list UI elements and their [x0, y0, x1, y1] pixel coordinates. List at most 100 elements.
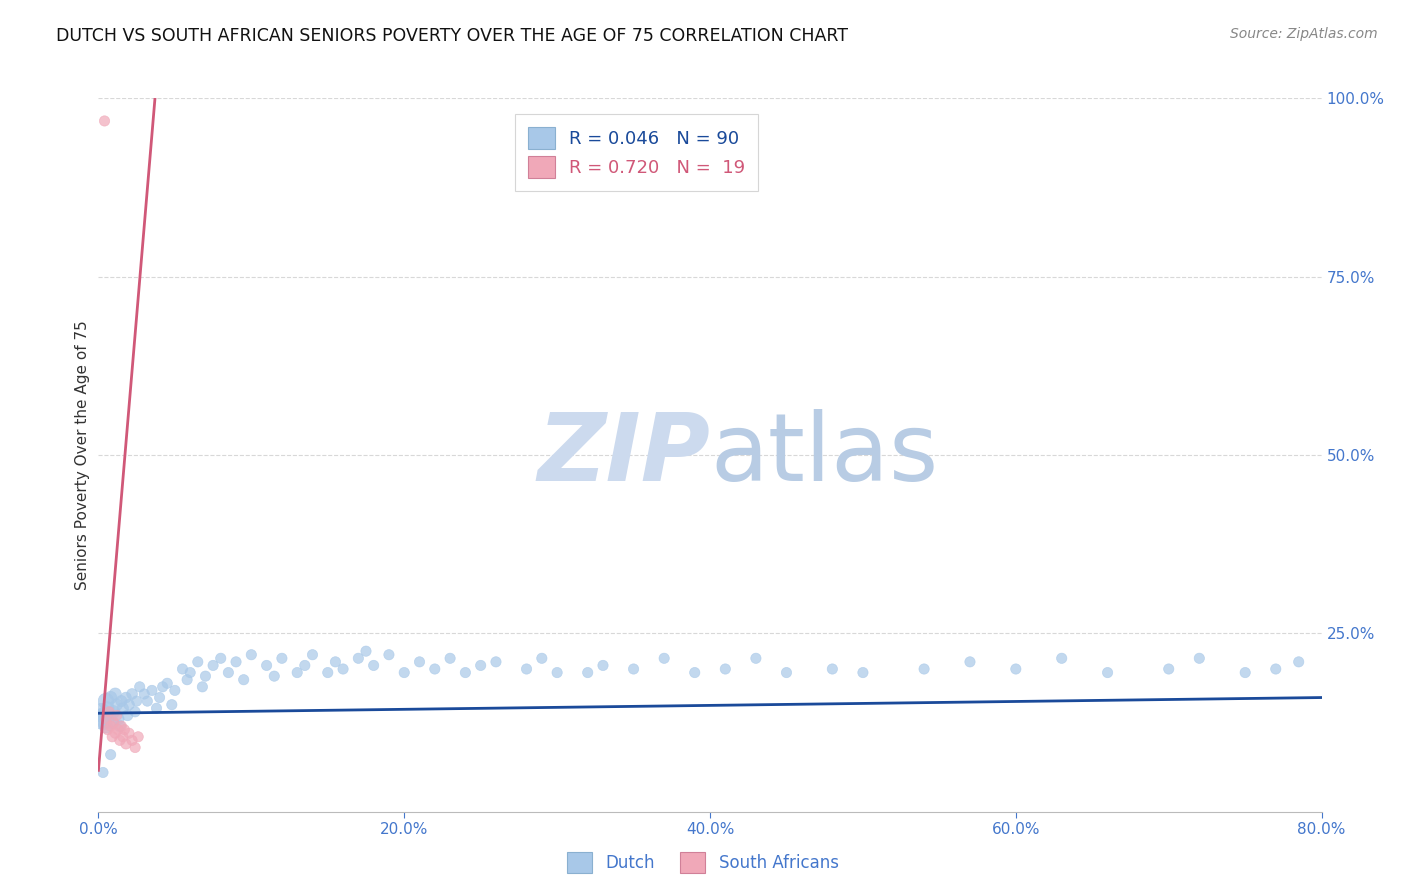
Point	[576, 665, 599, 680]
Point	[94, 719, 117, 733]
Point	[316, 665, 339, 680]
Point	[301, 648, 323, 662]
Point	[592, 658, 614, 673]
Point	[125, 694, 148, 708]
Point	[118, 698, 141, 712]
Point	[187, 655, 209, 669]
Point	[285, 665, 308, 680]
Point	[118, 726, 141, 740]
Point	[104, 726, 127, 740]
Point	[1288, 655, 1310, 669]
Point	[1050, 651, 1073, 665]
Point	[202, 658, 225, 673]
Point	[108, 719, 131, 733]
Point	[294, 658, 316, 673]
Point	[821, 662, 844, 676]
Point	[270, 651, 292, 665]
Point	[100, 690, 122, 705]
Point	[134, 687, 156, 701]
Point	[156, 676, 179, 690]
Y-axis label: Seniors Poverty Over the Age of 75: Seniors Poverty Over the Age of 75	[75, 320, 90, 590]
Point	[103, 715, 125, 730]
Point	[683, 665, 706, 680]
Point	[107, 712, 129, 726]
Point	[100, 747, 122, 762]
Point	[108, 733, 131, 747]
Point	[176, 673, 198, 687]
Point	[145, 701, 167, 715]
Point	[115, 737, 138, 751]
Point	[530, 651, 553, 665]
Point	[1157, 662, 1180, 676]
Point	[100, 719, 122, 733]
Point	[121, 687, 143, 701]
Text: DUTCH VS SOUTH AFRICAN SENIORS POVERTY OVER THE AGE OF 75 CORRELATION CHART: DUTCH VS SOUTH AFRICAN SENIORS POVERTY O…	[56, 27, 848, 45]
Point	[111, 730, 134, 744]
Legend: Dutch, South Africans: Dutch, South Africans	[561, 846, 845, 880]
Point	[124, 705, 146, 719]
Point	[97, 701, 120, 715]
Point	[652, 651, 675, 665]
Point	[516, 662, 538, 676]
Point	[101, 715, 124, 730]
Point	[1234, 665, 1257, 680]
Point	[959, 655, 981, 669]
Point	[623, 662, 645, 676]
Point	[127, 730, 149, 744]
Point	[745, 651, 768, 665]
Point	[124, 740, 146, 755]
Point	[90, 705, 112, 719]
Point	[94, 712, 117, 726]
Point	[852, 665, 875, 680]
Point	[105, 698, 128, 712]
Point	[101, 730, 124, 744]
Point	[225, 655, 247, 669]
Point	[121, 733, 143, 747]
Point	[141, 683, 163, 698]
Point	[94, 694, 117, 708]
Point	[363, 658, 385, 673]
Point	[454, 665, 477, 680]
Point	[439, 651, 461, 665]
Point	[160, 698, 183, 712]
Point	[240, 648, 263, 662]
Point	[408, 655, 430, 669]
Text: atlas: atlas	[710, 409, 938, 501]
Point	[1097, 665, 1119, 680]
Point	[232, 673, 254, 687]
Point	[332, 662, 354, 676]
Legend: R = 0.046   N = 90, R = 0.720   N =  19: R = 0.046 N = 90, R = 0.720 N = 19	[515, 114, 758, 191]
Point	[115, 690, 138, 705]
Point	[163, 683, 186, 698]
Point	[149, 690, 172, 705]
Point	[172, 662, 194, 676]
Point	[1264, 662, 1286, 676]
Point	[91, 708, 114, 723]
Point	[179, 665, 201, 680]
Point	[97, 723, 120, 737]
Point	[93, 114, 115, 128]
Point	[152, 680, 174, 694]
Point	[91, 765, 114, 780]
Point	[209, 651, 232, 665]
Point	[714, 662, 737, 676]
Point	[111, 701, 134, 715]
Point	[423, 662, 446, 676]
Point	[128, 680, 150, 694]
Point	[1188, 651, 1211, 665]
Point	[263, 669, 285, 683]
Point	[89, 712, 111, 726]
Point	[546, 665, 568, 680]
Point	[98, 705, 121, 719]
Point	[194, 669, 217, 683]
Point	[354, 644, 377, 658]
Point	[103, 705, 125, 719]
Point	[912, 662, 935, 676]
Point	[98, 708, 121, 723]
Text: Source: ZipAtlas.com: Source: ZipAtlas.com	[1230, 27, 1378, 41]
Point	[104, 687, 127, 701]
Point	[392, 665, 416, 680]
Point	[117, 708, 139, 723]
Point	[105, 708, 128, 723]
Point	[378, 648, 401, 662]
